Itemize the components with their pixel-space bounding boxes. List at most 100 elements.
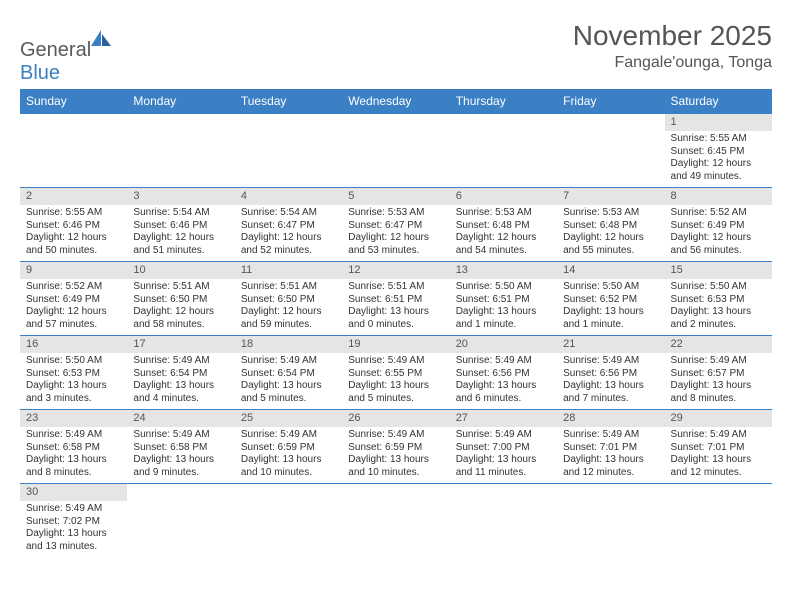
calendar-cell: 1Sunrise: 5:55 AMSunset: 6:45 PMDaylight… [665, 114, 772, 188]
day-details: Sunrise: 5:51 AMSunset: 6:50 PMDaylight:… [127, 279, 234, 334]
day-number: 10 [127, 262, 234, 279]
day-details: Sunrise: 5:49 AMSunset: 6:54 PMDaylight:… [127, 353, 234, 408]
day-details: Sunrise: 5:49 AMSunset: 6:57 PMDaylight:… [665, 353, 772, 408]
day-details: Sunrise: 5:54 AMSunset: 6:47 PMDaylight:… [235, 205, 342, 260]
calendar-cell: 25Sunrise: 5:49 AMSunset: 6:59 PMDayligh… [235, 410, 342, 484]
day-details: Sunrise: 5:52 AMSunset: 6:49 PMDaylight:… [20, 279, 127, 334]
day-number: 25 [235, 410, 342, 427]
calendar-cell [665, 484, 772, 558]
day-details: Sunrise: 5:51 AMSunset: 6:51 PMDaylight:… [342, 279, 449, 334]
day-details: Sunrise: 5:49 AMSunset: 7:00 PMDaylight:… [450, 427, 557, 482]
calendar-week: 30Sunrise: 5:49 AMSunset: 7:02 PMDayligh… [20, 484, 772, 558]
calendar-cell: 18Sunrise: 5:49 AMSunset: 6:54 PMDayligh… [235, 336, 342, 410]
day-details: Sunrise: 5:49 AMSunset: 6:58 PMDaylight:… [127, 427, 234, 482]
calendar-week: 16Sunrise: 5:50 AMSunset: 6:53 PMDayligh… [20, 336, 772, 410]
day-header: Wednesday [342, 89, 449, 114]
day-details: Sunrise: 5:49 AMSunset: 7:01 PMDaylight:… [557, 427, 664, 482]
calendar-body: 1Sunrise: 5:55 AMSunset: 6:45 PMDaylight… [20, 114, 772, 558]
day-details: Sunrise: 5:53 AMSunset: 6:48 PMDaylight:… [450, 205, 557, 260]
day-number: 12 [342, 262, 449, 279]
day-details: Sunrise: 5:55 AMSunset: 6:46 PMDaylight:… [20, 205, 127, 260]
day-number: 11 [235, 262, 342, 279]
calendar-cell: 10Sunrise: 5:51 AMSunset: 6:50 PMDayligh… [127, 262, 234, 336]
day-header: Saturday [665, 89, 772, 114]
calendar-week: 1Sunrise: 5:55 AMSunset: 6:45 PMDaylight… [20, 114, 772, 188]
day-details: Sunrise: 5:53 AMSunset: 6:47 PMDaylight:… [342, 205, 449, 260]
calendar-cell: 20Sunrise: 5:49 AMSunset: 6:56 PMDayligh… [450, 336, 557, 410]
calendar-cell [557, 484, 664, 558]
calendar-cell: 30Sunrise: 5:49 AMSunset: 7:02 PMDayligh… [20, 484, 127, 558]
day-number: 29 [665, 410, 772, 427]
calendar-cell: 27Sunrise: 5:49 AMSunset: 7:00 PMDayligh… [450, 410, 557, 484]
calendar-cell: 2Sunrise: 5:55 AMSunset: 6:46 PMDaylight… [20, 188, 127, 262]
calendar-cell: 22Sunrise: 5:49 AMSunset: 6:57 PMDayligh… [665, 336, 772, 410]
calendar-table: SundayMondayTuesdayWednesdayThursdayFrid… [20, 89, 772, 558]
sail-icon [89, 28, 113, 48]
calendar-cell: 15Sunrise: 5:50 AMSunset: 6:53 PMDayligh… [665, 262, 772, 336]
calendar-cell: 14Sunrise: 5:50 AMSunset: 6:52 PMDayligh… [557, 262, 664, 336]
day-details: Sunrise: 5:49 AMSunset: 6:59 PMDaylight:… [342, 427, 449, 482]
day-number: 20 [450, 336, 557, 353]
location: Fangale'ounga, Tonga [573, 54, 772, 72]
day-number: 16 [20, 336, 127, 353]
day-details: Sunrise: 5:49 AMSunset: 6:58 PMDaylight:… [20, 427, 127, 482]
day-number: 4 [235, 188, 342, 205]
logo-text-1: General [20, 39, 91, 61]
day-details: Sunrise: 5:49 AMSunset: 6:59 PMDaylight:… [235, 427, 342, 482]
day-number: 2 [20, 188, 127, 205]
calendar-cell [450, 114, 557, 188]
calendar-cell: 23Sunrise: 5:49 AMSunset: 6:58 PMDayligh… [20, 410, 127, 484]
day-details: Sunrise: 5:50 AMSunset: 6:53 PMDaylight:… [20, 353, 127, 408]
day-number: 24 [127, 410, 234, 427]
day-details: Sunrise: 5:49 AMSunset: 6:55 PMDaylight:… [342, 353, 449, 408]
calendar-cell [342, 114, 449, 188]
calendar-cell: 5Sunrise: 5:53 AMSunset: 6:47 PMDaylight… [342, 188, 449, 262]
day-number: 23 [20, 410, 127, 427]
day-number: 26 [342, 410, 449, 427]
day-details: Sunrise: 5:54 AMSunset: 6:46 PMDaylight:… [127, 205, 234, 260]
day-details: Sunrise: 5:49 AMSunset: 6:56 PMDaylight:… [450, 353, 557, 408]
calendar-week: 9Sunrise: 5:52 AMSunset: 6:49 PMDaylight… [20, 262, 772, 336]
day-header: Sunday [20, 89, 127, 114]
calendar-cell: 24Sunrise: 5:49 AMSunset: 6:58 PMDayligh… [127, 410, 234, 484]
calendar-cell: 29Sunrise: 5:49 AMSunset: 7:01 PMDayligh… [665, 410, 772, 484]
calendar-cell: 28Sunrise: 5:49 AMSunset: 7:01 PMDayligh… [557, 410, 664, 484]
day-details: Sunrise: 5:49 AMSunset: 7:01 PMDaylight:… [665, 427, 772, 482]
calendar-week: 23Sunrise: 5:49 AMSunset: 6:58 PMDayligh… [20, 410, 772, 484]
logo: GeneralBlue [20, 28, 113, 85]
header-row: GeneralBlue November 2025 Fangale'ounga,… [20, 20, 772, 85]
day-details: Sunrise: 5:51 AMSunset: 6:50 PMDaylight:… [235, 279, 342, 334]
day-number: 6 [450, 188, 557, 205]
calendar-cell [235, 484, 342, 558]
day-number: 1 [665, 114, 772, 131]
day-number: 14 [557, 262, 664, 279]
calendar-cell: 11Sunrise: 5:51 AMSunset: 6:50 PMDayligh… [235, 262, 342, 336]
day-details: Sunrise: 5:50 AMSunset: 6:51 PMDaylight:… [450, 279, 557, 334]
calendar-cell [127, 114, 234, 188]
day-header: Thursday [450, 89, 557, 114]
day-details: Sunrise: 5:53 AMSunset: 6:48 PMDaylight:… [557, 205, 664, 260]
calendar-cell [450, 484, 557, 558]
calendar-cell: 17Sunrise: 5:49 AMSunset: 6:54 PMDayligh… [127, 336, 234, 410]
day-details: Sunrise: 5:50 AMSunset: 6:52 PMDaylight:… [557, 279, 664, 334]
calendar-cell: 13Sunrise: 5:50 AMSunset: 6:51 PMDayligh… [450, 262, 557, 336]
day-details: Sunrise: 5:50 AMSunset: 6:53 PMDaylight:… [665, 279, 772, 334]
calendar-cell: 12Sunrise: 5:51 AMSunset: 6:51 PMDayligh… [342, 262, 449, 336]
calendar-cell: 21Sunrise: 5:49 AMSunset: 6:56 PMDayligh… [557, 336, 664, 410]
day-number: 21 [557, 336, 664, 353]
calendar-cell [235, 114, 342, 188]
day-header: Tuesday [235, 89, 342, 114]
calendar-head: SundayMondayTuesdayWednesdayThursdayFrid… [20, 89, 772, 114]
title-block: November 2025 Fangale'ounga, Tonga [573, 20, 772, 80]
calendar-cell: 19Sunrise: 5:49 AMSunset: 6:55 PMDayligh… [342, 336, 449, 410]
day-details: Sunrise: 5:49 AMSunset: 6:56 PMDaylight:… [557, 353, 664, 408]
day-header: Monday [127, 89, 234, 114]
calendar-week: 2Sunrise: 5:55 AMSunset: 6:46 PMDaylight… [20, 188, 772, 262]
day-header: Friday [557, 89, 664, 114]
day-number: 7 [557, 188, 664, 205]
calendar-cell: 8Sunrise: 5:52 AMSunset: 6:49 PMDaylight… [665, 188, 772, 262]
calendar-cell: 16Sunrise: 5:50 AMSunset: 6:53 PMDayligh… [20, 336, 127, 410]
day-number: 28 [557, 410, 664, 427]
calendar-cell: 26Sunrise: 5:49 AMSunset: 6:59 PMDayligh… [342, 410, 449, 484]
day-number: 9 [20, 262, 127, 279]
